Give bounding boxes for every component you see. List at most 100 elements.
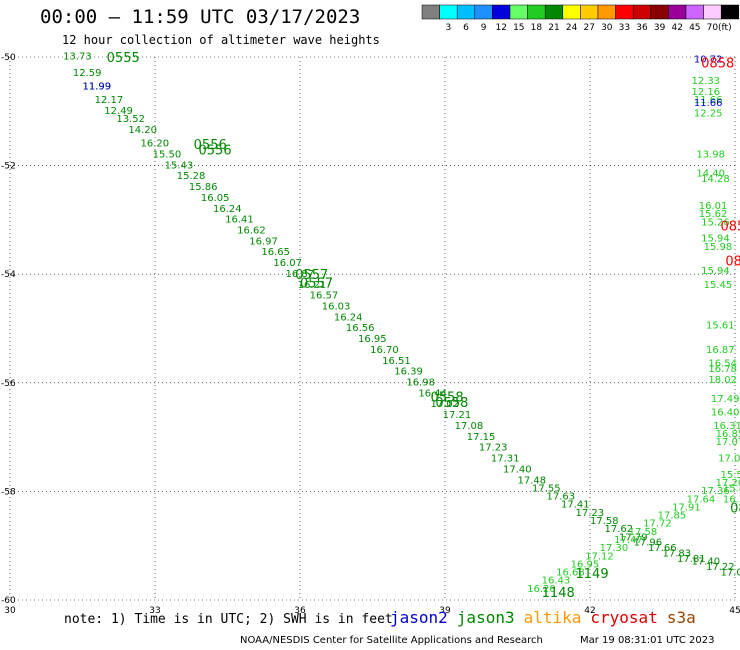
- swh-value: 16.57: [310, 291, 339, 302]
- x-tick-label: 30: [4, 606, 16, 616]
- y-tick-label: -50: [1, 53, 16, 63]
- scale-label: 39: [654, 23, 666, 33]
- scale-label: 42: [671, 23, 682, 33]
- swh-value: 17.62: [605, 524, 634, 535]
- x-tick-label: 42: [584, 606, 595, 616]
- pass-time-label: 0557: [295, 268, 328, 283]
- swh-value: 17.12: [585, 551, 614, 562]
- footer-credit: NOAA/NESDIS Center for Satellite Applica…: [240, 635, 543, 646]
- swh-value: 17.31: [491, 454, 520, 465]
- y-tick-label: -54: [1, 270, 16, 280]
- pass-time-label: 0557: [300, 276, 333, 291]
- scale-label: 9: [481, 23, 487, 33]
- scale-label: 33: [619, 23, 630, 33]
- pass-time-label: 0558: [435, 396, 468, 411]
- pass-time-label: 08: [725, 255, 740, 270]
- swh-value: 17.96: [634, 538, 663, 549]
- swh-value: 17.58: [629, 527, 658, 538]
- scale-swatch: [474, 4, 493, 20]
- swh-value: 16.01: [699, 201, 728, 212]
- swh-value: 16.31: [713, 421, 740, 432]
- scale-swatch: [509, 4, 528, 20]
- swh-value: 16.87: [706, 345, 735, 356]
- swh-value: 16.85: [716, 429, 740, 440]
- scale-swatch: [703, 4, 722, 20]
- swh-value: 16.40: [711, 407, 740, 418]
- scale-label: 18: [531, 23, 543, 33]
- scale-swatch: [615, 4, 634, 20]
- swh-value: 16.62: [237, 225, 266, 236]
- scale-label: 21: [548, 23, 559, 33]
- swh-value: 15.28: [177, 171, 206, 182]
- pass-time-label: 085: [721, 219, 740, 234]
- swh-value: 11.99: [83, 82, 112, 93]
- scale-swatch: [632, 4, 652, 20]
- pass-time-label: 0555: [107, 51, 140, 66]
- pass-time-label: 1148: [542, 586, 575, 601]
- swh-value: 17.08: [455, 421, 484, 432]
- swh-value: 15.61: [706, 321, 735, 332]
- scale-swatch: [685, 4, 704, 20]
- scale-swatch: [580, 4, 599, 20]
- swh-value: 17.23: [576, 508, 605, 519]
- swh-value: 17.15: [467, 432, 496, 443]
- scale-swatch: [650, 4, 669, 20]
- scale-label: 12: [495, 23, 506, 33]
- color-scale: 3 6 9 12 15 18 21 24 27 30 33 36 39 42 45 70 (ft): [421, 4, 740, 33]
- swh-value: 17.01: [718, 454, 740, 465]
- swh-value: 17.30: [600, 543, 629, 554]
- swh-value: 16.78: [708, 364, 737, 375]
- swh-value: 12.17: [95, 95, 124, 106]
- swh-value: 16.98: [406, 378, 435, 389]
- swh-value: 17.23: [479, 443, 508, 454]
- swh-value: 16.24: [334, 312, 363, 323]
- chart-subtitle: 12 hour collection of altimeter wave hei…: [62, 33, 380, 47]
- swh-value: 17.47: [614, 535, 643, 546]
- swh-value: 16.56: [346, 323, 375, 334]
- grid-lines: [9, 56, 736, 601]
- swh-value: 12.33: [692, 76, 721, 87]
- swh-value: 15.45: [704, 280, 733, 291]
- scale-label: 70: [707, 23, 719, 33]
- legend-jason3: jason3: [456, 608, 515, 627]
- swh-value: 12.49: [104, 106, 133, 117]
- scale-swatch: [544, 4, 564, 20]
- scale-swatch: [456, 4, 476, 20]
- axes: 30 33 36 39 42 45 -50 -52 -54 -56 -58 -60: [1, 53, 740, 616]
- swh-value: 16.39: [394, 367, 423, 378]
- pass-time-label: 0858: [701, 56, 734, 71]
- scale-swatch: [562, 4, 581, 20]
- swh-value: 15.94: [701, 266, 730, 277]
- swh-value: 16.68: [556, 568, 585, 579]
- scale-swatch: [527, 4, 546, 20]
- swh-value: 15.62: [699, 209, 728, 220]
- swh-value: 17.64: [687, 494, 716, 505]
- swh-value: 17.02: [431, 399, 460, 410]
- swh-value: 17.21: [443, 410, 472, 421]
- scale-label: 45: [689, 23, 700, 33]
- scale-swatch: [492, 4, 511, 20]
- scale-label: 6: [463, 23, 469, 33]
- swh-value: 16.95: [358, 334, 387, 345]
- swh-value: 17.40: [503, 464, 532, 475]
- swh-value: 16.87: [286, 269, 315, 280]
- pass-time-label: 0556: [194, 138, 227, 153]
- swh-value: 11.66: [694, 95, 723, 106]
- swh-value: 11.99: [83, 82, 112, 93]
- y-tick-label: -56: [1, 379, 16, 389]
- swh-value: 16.20: [141, 139, 170, 150]
- swh-value: 17.83: [663, 549, 692, 560]
- swh-value: 13.52: [116, 114, 145, 125]
- swh-value: 15.86: [189, 182, 218, 193]
- scale-swatch: [668, 4, 687, 20]
- swh-value: 17.72: [643, 519, 672, 530]
- swh-value: 17.08: [721, 568, 740, 579]
- swh-value: 12.16: [692, 87, 721, 98]
- pass-time-label: 1149: [576, 567, 609, 582]
- pass-time-label: 08: [730, 502, 740, 517]
- swh-value: 16.70: [370, 345, 399, 356]
- y-tick-label: -58: [1, 487, 16, 497]
- scale-label: 15: [513, 23, 524, 33]
- swh-value: 16.05: [201, 193, 230, 204]
- legend-s3a: s3a: [666, 608, 696, 627]
